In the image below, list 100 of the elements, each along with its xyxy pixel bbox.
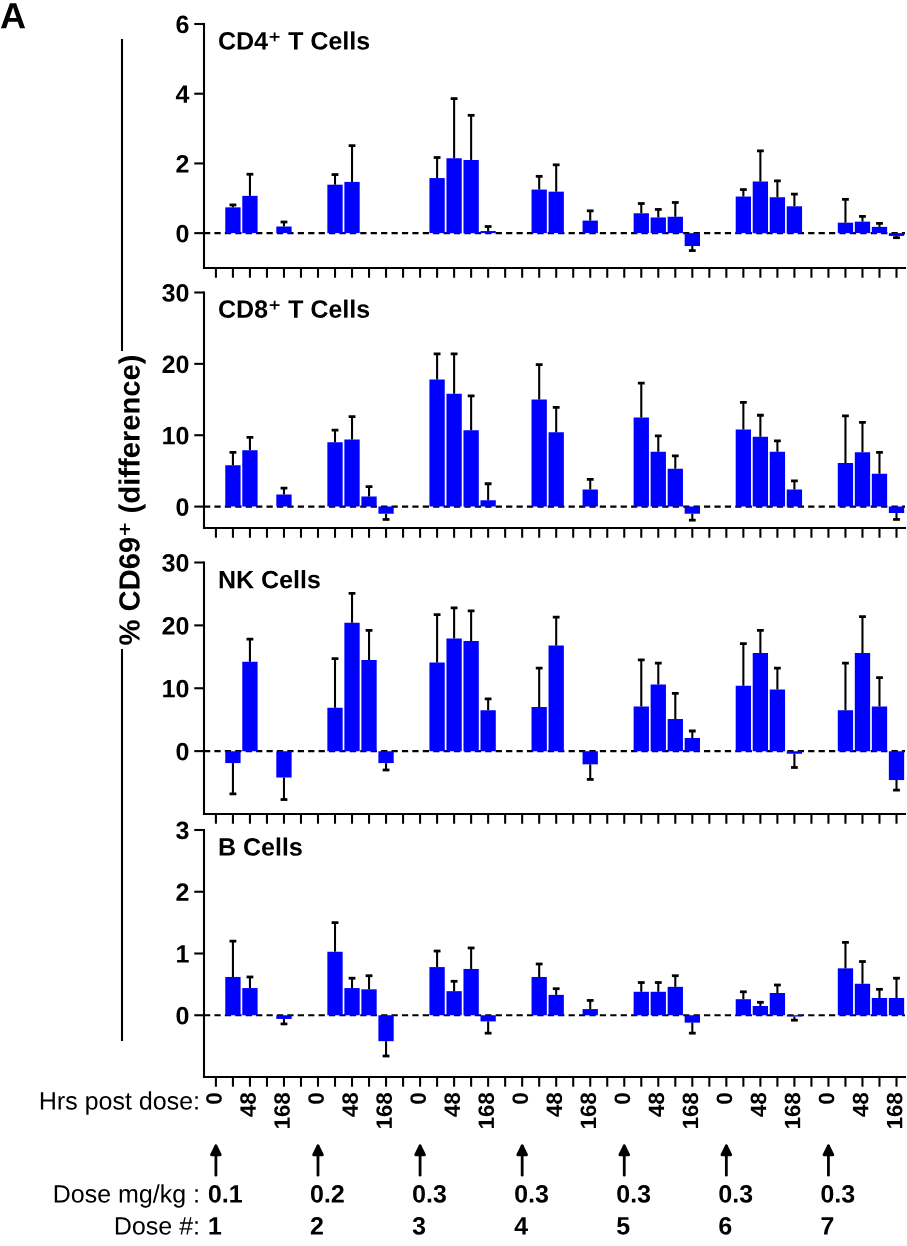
bar bbox=[871, 997, 888, 1016]
chart-title: CD8⁺ T Cells bbox=[219, 299, 370, 318]
bar bbox=[837, 222, 854, 234]
bar bbox=[225, 751, 241, 764]
bar bbox=[276, 751, 292, 778]
bar bbox=[548, 432, 564, 507]
y-tick-label: 3 bbox=[176, 821, 189, 840]
bar bbox=[582, 489, 598, 507]
bar bbox=[531, 976, 547, 1016]
bar bbox=[854, 653, 871, 752]
bar bbox=[650, 217, 666, 234]
text: 0.3 bbox=[413, 1185, 446, 1203]
bar bbox=[667, 216, 683, 234]
x-tick-label: 48 bbox=[342, 1092, 358, 1117]
bar bbox=[378, 1015, 394, 1042]
text: Dose #: bbox=[115, 1217, 198, 1235]
bar bbox=[548, 645, 564, 752]
x-tick-label: 48 bbox=[852, 1092, 869, 1117]
bar bbox=[276, 494, 292, 507]
y-tick-label: 1 bbox=[177, 945, 189, 963]
bar bbox=[786, 489, 803, 507]
text: 0.1 bbox=[208, 1185, 242, 1203]
x-tick-label: 0 bbox=[410, 1093, 427, 1104]
y-tick-label: 30 bbox=[162, 284, 189, 302]
text: 0.3 bbox=[719, 1185, 753, 1203]
y-tick-label: 0 bbox=[176, 498, 189, 516]
text: 1 bbox=[209, 1217, 222, 1235]
bar bbox=[854, 221, 871, 234]
text: Dose mg/kg : bbox=[54, 1184, 198, 1208]
bar bbox=[888, 506, 905, 514]
bar bbox=[735, 999, 752, 1016]
bar bbox=[888, 751, 905, 781]
bar bbox=[735, 196, 752, 234]
y-axis-title: % CD69⁺ (difference) bbox=[118, 355, 146, 645]
bar bbox=[548, 994, 564, 1016]
bar bbox=[684, 506, 700, 514]
bar bbox=[242, 661, 258, 752]
bar bbox=[837, 463, 854, 507]
text: 5 bbox=[617, 1217, 630, 1235]
bar bbox=[667, 986, 683, 1016]
text: 2 bbox=[310, 1217, 323, 1235]
x-tick-label: 48 bbox=[240, 1092, 256, 1117]
bar bbox=[871, 473, 888, 507]
x-tick-label: 0 bbox=[308, 1093, 324, 1104]
bar bbox=[650, 991, 666, 1016]
x-tick-label: 0 bbox=[716, 1093, 733, 1104]
bar bbox=[769, 993, 786, 1016]
y-tick-label: 0 bbox=[176, 224, 189, 243]
bar bbox=[633, 213, 649, 234]
x-tick-label: 168 bbox=[886, 1092, 903, 1128]
bar bbox=[786, 206, 803, 234]
x-tick-label: 0 bbox=[614, 1093, 631, 1104]
bar bbox=[650, 451, 666, 507]
x-tick-label: 168 bbox=[682, 1092, 699, 1128]
bar bbox=[276, 1015, 292, 1019]
bar bbox=[837, 968, 854, 1016]
bar bbox=[752, 436, 769, 507]
x-tick-label: 0 bbox=[512, 1093, 529, 1104]
x-tick-label: 48 bbox=[444, 1092, 461, 1117]
bar bbox=[786, 751, 803, 754]
text: 6 bbox=[719, 1217, 732, 1235]
bar bbox=[548, 191, 564, 234]
bar bbox=[837, 710, 854, 752]
bar bbox=[480, 1015, 496, 1022]
chart-title: CD4⁺ T Cells bbox=[219, 31, 370, 50]
y-tick-label: 0 bbox=[176, 742, 189, 761]
bar bbox=[582, 220, 598, 234]
bar bbox=[684, 233, 700, 247]
bar bbox=[667, 719, 683, 752]
text: 7 bbox=[821, 1217, 834, 1235]
y-tick-label: 6 bbox=[176, 15, 189, 34]
bar bbox=[769, 197, 786, 234]
x-tick-label: 48 bbox=[750, 1092, 767, 1117]
bar bbox=[276, 226, 292, 234]
x-tick-label: 0 bbox=[206, 1093, 222, 1104]
bar bbox=[769, 451, 786, 507]
text: 0.3 bbox=[515, 1185, 549, 1203]
y-tick-label: 10 bbox=[163, 426, 189, 445]
bar bbox=[378, 506, 394, 514]
bar bbox=[667, 468, 683, 507]
text: Hrs post dose: bbox=[40, 1091, 198, 1115]
bar bbox=[633, 991, 649, 1016]
text: 0.3 bbox=[821, 1185, 855, 1203]
y-tick-label: 4 bbox=[175, 85, 190, 103]
bar bbox=[650, 684, 666, 752]
bar bbox=[871, 706, 888, 752]
bar bbox=[854, 452, 871, 507]
y-tick-label: 0 bbox=[176, 1006, 189, 1025]
bar bbox=[752, 1005, 769, 1016]
bar bbox=[582, 1009, 598, 1016]
text: 3 bbox=[412, 1217, 426, 1235]
y-tick-label: 2 bbox=[176, 883, 189, 901]
bar bbox=[854, 983, 871, 1016]
bar bbox=[582, 751, 598, 765]
text: 0.3 bbox=[617, 1185, 651, 1203]
bar bbox=[531, 707, 547, 752]
bar bbox=[888, 997, 905, 1016]
x-tick-label: 168 bbox=[784, 1092, 801, 1128]
text: 4 bbox=[514, 1217, 528, 1235]
x-tick-label: 48 bbox=[546, 1092, 563, 1117]
